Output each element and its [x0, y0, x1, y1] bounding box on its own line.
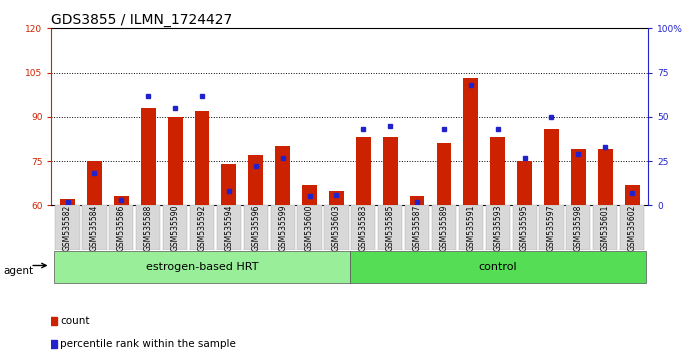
Bar	[625, 185, 639, 205]
Text: agent: agent	[3, 266, 34, 276]
Text: GSM535589: GSM535589	[440, 204, 449, 251]
Text: GSM535593: GSM535593	[493, 204, 502, 251]
Text: estrogen-based HRT: estrogen-based HRT	[145, 262, 258, 272]
Text: GSM535587: GSM535587	[412, 204, 422, 251]
Bar	[302, 185, 317, 205]
FancyBboxPatch shape	[405, 205, 429, 250]
FancyBboxPatch shape	[244, 205, 268, 250]
FancyBboxPatch shape	[190, 205, 214, 250]
Text: GSM535590: GSM535590	[171, 204, 180, 251]
Text: control: control	[478, 262, 517, 272]
FancyBboxPatch shape	[459, 205, 483, 250]
Text: GSM535603: GSM535603	[332, 204, 341, 251]
Text: GSM535586: GSM535586	[117, 204, 126, 251]
FancyBboxPatch shape	[270, 205, 295, 250]
Text: count: count	[60, 315, 90, 326]
Text: GSM535592: GSM535592	[198, 204, 206, 251]
Text: GSM535588: GSM535588	[144, 204, 153, 251]
Bar	[383, 137, 398, 205]
Bar	[167, 117, 182, 205]
Text: GSM535602: GSM535602	[628, 204, 637, 251]
Bar	[517, 161, 532, 205]
FancyBboxPatch shape	[486, 205, 510, 250]
Text: GSM535584: GSM535584	[90, 204, 99, 251]
FancyBboxPatch shape	[593, 205, 617, 250]
Bar	[490, 137, 505, 205]
FancyBboxPatch shape	[351, 205, 375, 250]
Bar	[60, 199, 75, 205]
Text: GSM535601: GSM535601	[601, 204, 610, 251]
Text: GSM535591: GSM535591	[466, 204, 475, 251]
FancyBboxPatch shape	[163, 205, 187, 250]
Text: GSM535598: GSM535598	[574, 204, 583, 251]
FancyBboxPatch shape	[566, 205, 591, 250]
Bar	[222, 164, 236, 205]
FancyBboxPatch shape	[109, 205, 134, 250]
FancyBboxPatch shape	[539, 205, 564, 250]
Bar	[114, 196, 129, 205]
Bar	[464, 79, 478, 205]
Bar	[87, 161, 102, 205]
Text: GSM535585: GSM535585	[386, 204, 394, 251]
Bar	[275, 146, 290, 205]
FancyBboxPatch shape	[217, 205, 241, 250]
Bar	[356, 137, 370, 205]
FancyBboxPatch shape	[324, 205, 348, 250]
Text: GSM535597: GSM535597	[547, 204, 556, 251]
Bar	[598, 149, 613, 205]
Bar	[141, 108, 156, 205]
Bar	[195, 111, 209, 205]
Text: GSM535595: GSM535595	[520, 204, 529, 251]
FancyBboxPatch shape	[512, 205, 536, 250]
FancyBboxPatch shape	[54, 251, 350, 283]
FancyBboxPatch shape	[378, 205, 402, 250]
Bar	[544, 129, 559, 205]
Bar	[248, 155, 263, 205]
FancyBboxPatch shape	[298, 205, 322, 250]
Bar	[329, 190, 344, 205]
FancyBboxPatch shape	[620, 205, 644, 250]
Text: GDS3855 / ILMN_1724427: GDS3855 / ILMN_1724427	[51, 13, 233, 27]
Bar	[436, 143, 451, 205]
FancyBboxPatch shape	[432, 205, 456, 250]
FancyBboxPatch shape	[136, 205, 161, 250]
Text: GSM535600: GSM535600	[305, 204, 314, 251]
Text: GSM535583: GSM535583	[359, 204, 368, 251]
FancyBboxPatch shape	[350, 251, 646, 283]
Text: GSM535594: GSM535594	[224, 204, 233, 251]
Text: GSM535596: GSM535596	[251, 204, 260, 251]
Bar	[410, 196, 425, 205]
Bar	[571, 149, 586, 205]
Text: GSM535599: GSM535599	[278, 204, 287, 251]
Text: percentile rank within the sample: percentile rank within the sample	[60, 338, 236, 349]
FancyBboxPatch shape	[56, 205, 80, 250]
FancyBboxPatch shape	[82, 205, 106, 250]
Text: GSM535582: GSM535582	[63, 204, 72, 251]
